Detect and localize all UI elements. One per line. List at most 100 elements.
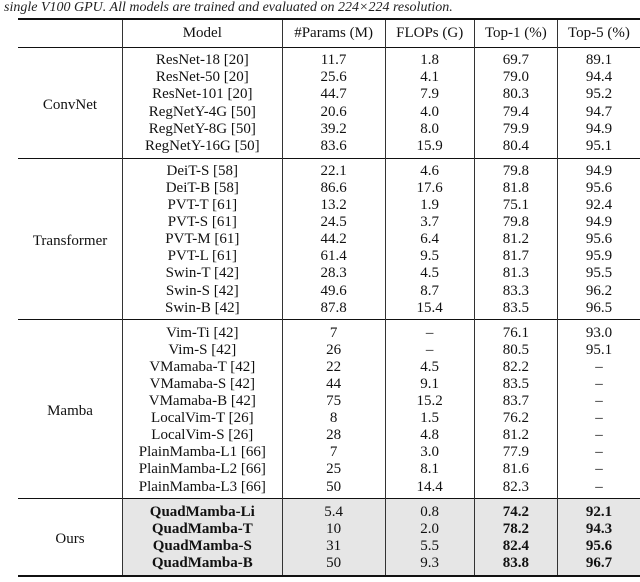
flops-cell: 9.3 <box>384 554 475 576</box>
model-name: RegNetY-4G [50] <box>122 103 283 121</box>
params-cell: 87.8 <box>281 299 386 320</box>
top1-cell: 83.7 <box>473 392 558 410</box>
top1-cell: 81.7 <box>473 248 558 266</box>
top5-cell: – <box>556 358 640 376</box>
flops-cell: 2.0 <box>384 520 475 538</box>
params-cell: 26 <box>281 341 386 359</box>
flops-cell: 8.0 <box>384 120 475 138</box>
column-header: FLOPs (G) <box>384 19 475 48</box>
flops-cell: 14.4 <box>384 478 475 499</box>
model-name: QuadMamba-S <box>122 537 283 555</box>
params-cell: 22.1 <box>281 158 386 180</box>
top1-cell: 82.2 <box>473 358 558 376</box>
params-cell: 83.6 <box>281 137 386 159</box>
top1-cell: 78.2 <box>473 520 558 538</box>
model-name: Swin-B [42] <box>122 299 283 320</box>
model-name: PVT-T [61] <box>122 196 283 214</box>
top5-cell: 96.2 <box>556 282 640 300</box>
top1-cell: 81.3 <box>473 265 558 283</box>
top1-cell: 76.2 <box>473 409 558 427</box>
group-ours: Ours QuadMamba-Li 5.4 0.8 74.2 92.1 QuadMamba-… <box>18 498 640 576</box>
model-name: QuadMamba-B <box>122 554 283 576</box>
table-row: PVT-L [61] 61.4 9.5 81.7 95.9 <box>18 248 640 266</box>
model-name: PVT-L [61] <box>122 248 283 266</box>
column-header: Top-1 (%) <box>473 19 558 48</box>
params-cell: 49.6 <box>281 282 386 300</box>
params-cell: 25 <box>281 461 386 479</box>
top1-cell: 79.9 <box>473 120 558 138</box>
top1-cell: 83.3 <box>473 282 558 300</box>
top5-cell: 95.9 <box>556 248 640 266</box>
top5-cell: 93.0 <box>556 319 640 342</box>
table-row: VMamaba-T [42] 22 4.5 82.2– <box>18 358 640 376</box>
top1-cell: 81.2 <box>473 230 558 249</box>
top1-cell: 80.5 <box>473 341 558 359</box>
model-name: Swin-S [42] <box>122 282 283 300</box>
params-cell: 13.2 <box>281 196 386 214</box>
model-name: RegNetY-16G [50] <box>122 137 283 159</box>
flops-cell: 4.0 <box>384 103 475 121</box>
params-cell: 75 <box>281 392 386 410</box>
model-name: LocalVim-S [26] <box>122 426 283 445</box>
model-name: DeiT-B [58] <box>122 179 283 197</box>
top5-cell: 94.9 <box>556 213 640 231</box>
top5-cell: 92.1 <box>556 498 640 521</box>
flops-cell: 4.6 <box>384 158 475 180</box>
top5-cell: 95.5 <box>556 265 640 283</box>
table-row: RegNetY-4G [50] 20.6 4.0 79.4 94.7 <box>18 103 640 121</box>
table-row: Vim-S [42] 26–80.5 95.1 <box>18 341 640 359</box>
top5-cell: 94.9 <box>556 120 640 138</box>
top5-cell: 95.1 <box>556 341 640 359</box>
table-row: QuadMamba-S 31 5.5 82.4 95.6 <box>18 537 640 555</box>
top1-cell: 81.8 <box>473 179 558 197</box>
top1-cell: 75.1 <box>473 196 558 214</box>
group-transformer: Transformer DeiT-S [58] 22.1 4.6 79.8 94.9 Dei… <box>18 158 640 320</box>
model-name: QuadMamba-Li <box>122 498 283 521</box>
model-name: PlainMamba-L1 [66] <box>122 444 283 462</box>
params-cell: 22 <box>281 358 386 376</box>
params-cell: 24.5 <box>281 213 386 231</box>
group-mamba: Mamba Vim-Ti [42] 7–76.1 93.0 Vim-S [42] 26–8… <box>18 319 640 499</box>
top5-cell: 95.2 <box>556 86 640 104</box>
model-name: PlainMamba-L3 [66] <box>122 478 283 499</box>
flops-cell: 3.0 <box>384 444 475 462</box>
top1-cell: 83.5 <box>473 299 558 320</box>
table-row: ConvNet ResNet-18 [20] 11.7 1.8 69.7 89.1 <box>18 47 640 113</box>
params-cell: 44.2 <box>281 230 386 249</box>
model-name: RegNetY-8G [50] <box>122 120 283 138</box>
table-row: PVT-M [61] 44.2 6.4 81.2 95.6 <box>18 230 640 249</box>
top1-cell: 81.2 <box>473 426 558 445</box>
table-row: Mamba Vim-Ti [42] 7–76.1 93.0 <box>18 319 640 419</box>
params-cell: 50 <box>281 478 386 499</box>
table-row: ResNet-50 [20] 25.6 4.1 79.0 94.4 <box>18 69 640 87</box>
group-label: ConvNet <box>42 96 98 113</box>
params-cell: 10 <box>281 520 386 538</box>
model-name: VMamaba-T [42] <box>122 358 283 376</box>
table-row: ResNet-101 [20] 44.7 7.9 80.3 95.2 <box>18 86 640 104</box>
top1-cell: 69.7 <box>473 47 558 70</box>
top1-cell: 79.8 <box>473 213 558 231</box>
params-cell: 31 <box>281 537 386 555</box>
params-cell: 20.6 <box>281 103 386 121</box>
top1-cell: 80.3 <box>473 86 558 104</box>
table-row: VMamaba-B [42] 75 15.2 83.7– <box>18 392 640 410</box>
params-cell: 39.2 <box>281 120 386 138</box>
top5-cell: – <box>556 392 640 410</box>
table-row: PlainMamba-L2 [66] 25 8.1 81.6– <box>18 461 640 479</box>
params-cell: 5.4 <box>281 498 386 521</box>
table-row: Swin-S [42] 49.6 8.7 83.3 96.2 <box>18 282 640 300</box>
top1-cell: 83.5 <box>473 375 558 393</box>
flops-cell: 15.4 <box>384 299 475 320</box>
model-name: DeiT-S [58] <box>122 158 283 180</box>
model-name: PVT-M [61] <box>122 230 283 249</box>
model-name: Vim-Ti [42] <box>122 319 283 342</box>
top1-cell: 79.4 <box>473 103 558 121</box>
flops-cell: – <box>384 319 475 342</box>
top5-cell: 95.6 <box>556 179 640 197</box>
model-name: VMamaba-S [42] <box>122 375 283 393</box>
table-caption: single V100 GPU. All models are trained … <box>4 0 453 15</box>
top5-cell: – <box>556 478 640 499</box>
model-name: QuadMamba-T <box>122 520 283 538</box>
params-cell: 25.6 <box>281 69 386 87</box>
column-header: Model <box>122 19 283 48</box>
